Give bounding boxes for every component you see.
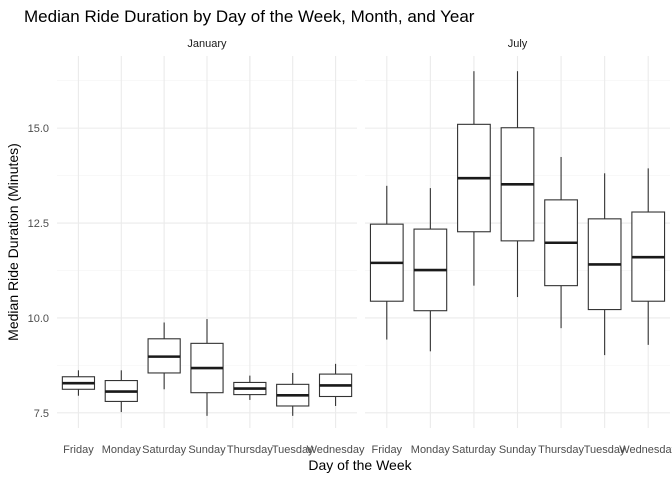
x-tick-label: Friday [63,444,94,456]
box-saturday [147,322,181,390]
x-tick-label: Wednesday [307,444,365,456]
x-axis-title: Day of the Week [308,457,412,473]
box-friday [369,185,404,340]
x-tick-label: Sunday [499,444,537,456]
box-saturday [457,71,491,286]
box-wednesday [318,363,353,406]
x-tick-label: Monday [411,444,451,456]
x-tick-label: Friday [372,444,403,456]
x-tick-label: Monday [102,444,142,456]
box-tuesday [276,372,310,416]
box-tuesday [587,173,622,356]
box-thursday [544,156,578,329]
box-friday [61,370,96,396]
x-tick-label: Wednesday [619,444,672,456]
facet-strip-label: July [508,38,528,50]
y-tick-label: 15.0 [28,123,49,135]
box-wednesday [631,168,666,345]
chart-title: Median Ride Duration by Day of the Week,… [24,7,475,26]
box-monday [413,188,448,352]
x-tick-label: Sunday [188,444,226,456]
y-tick-label: 10.0 [28,313,49,325]
x-tick-label: Thursday [538,444,584,456]
box-monday [104,370,138,413]
facet-panel-january: January Friday Monday Saturday Sunday Thursda… [57,38,365,456]
x-tick-label: Saturday [452,444,497,456]
x-tick-label: Thursday [227,444,273,456]
facet-strip-label: January [187,38,227,50]
facet-panel-july: July Friday Monday Saturday Sunday Thursday Tu… [365,38,672,456]
y-tick-label: 12.5 [28,218,49,230]
y-axis: 7.5 10.0 12.5 15.0 [28,123,49,420]
box-sunday [190,319,224,416]
x-tick-label: Tuesday [272,444,314,456]
box-thursday [233,375,267,400]
box-sunday [500,71,535,298]
y-tick-label: 7.5 [34,408,49,420]
x-tick-label: Tuesday [584,444,626,456]
x-tick-label: Saturday [142,444,187,456]
y-axis-title: Median Ride Duration (Minutes) [5,143,21,341]
